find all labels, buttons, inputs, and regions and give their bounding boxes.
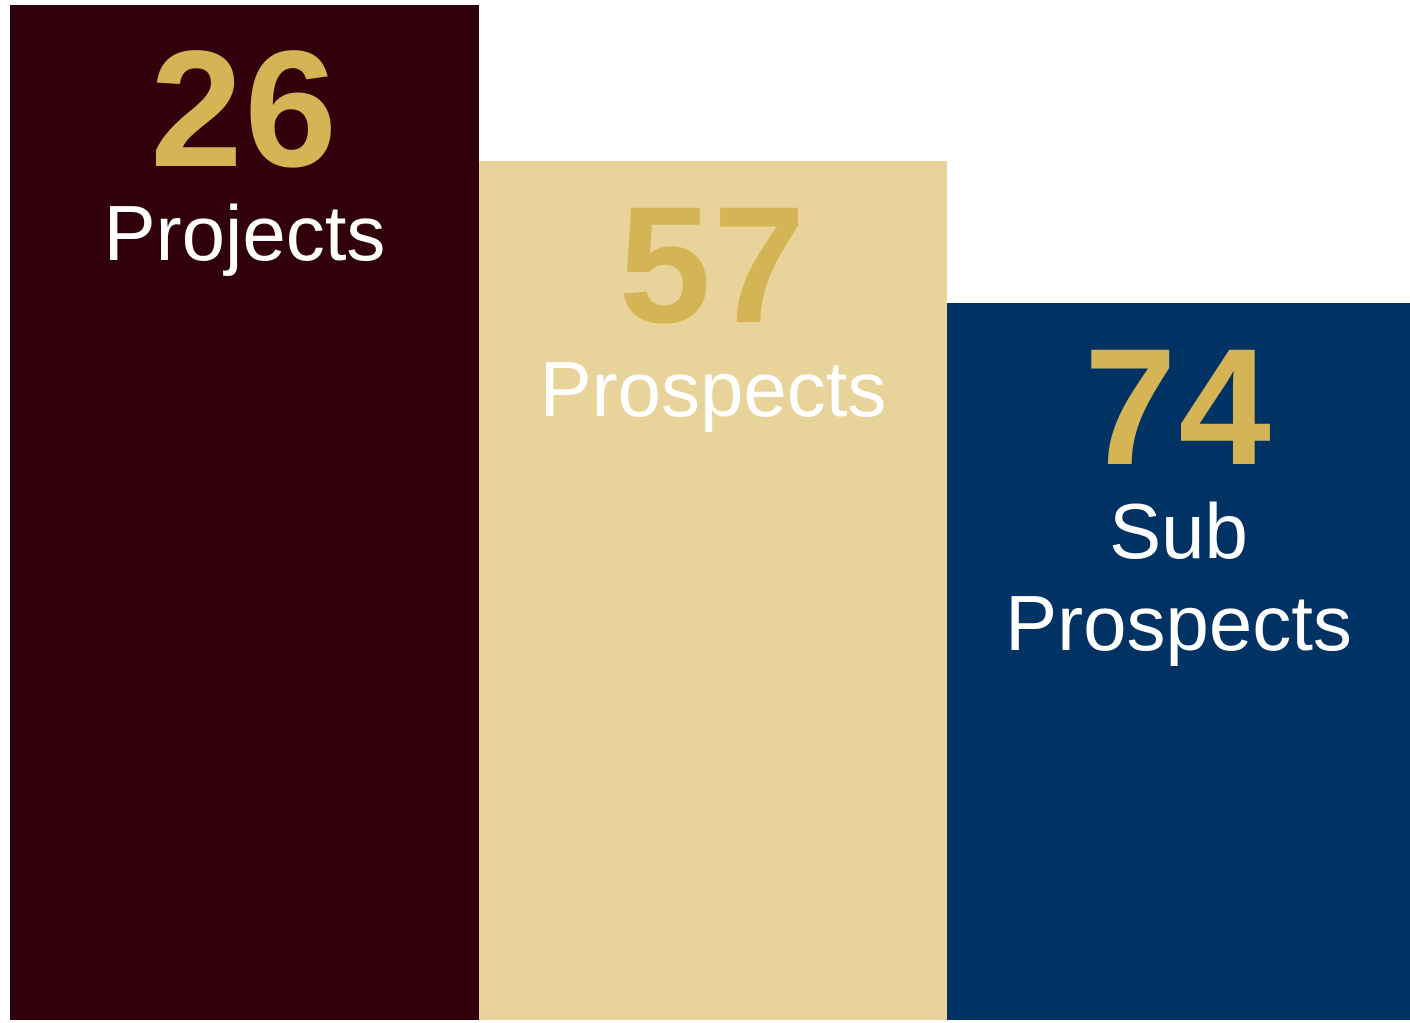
stat-label: Prospects (539, 345, 887, 433)
stat-block: 57 Prospects (479, 161, 947, 1020)
stat-label: Sub Prospects (1005, 487, 1352, 667)
stat-label: Projects (103, 189, 386, 277)
stat-value: 26 (150, 17, 339, 202)
stat-value: 74 (1084, 315, 1273, 500)
stat-value: 57 (618, 173, 808, 358)
stat-block: 26 Projects (10, 5, 479, 1020)
stat-block: 74 Sub Prospects (947, 303, 1410, 1020)
